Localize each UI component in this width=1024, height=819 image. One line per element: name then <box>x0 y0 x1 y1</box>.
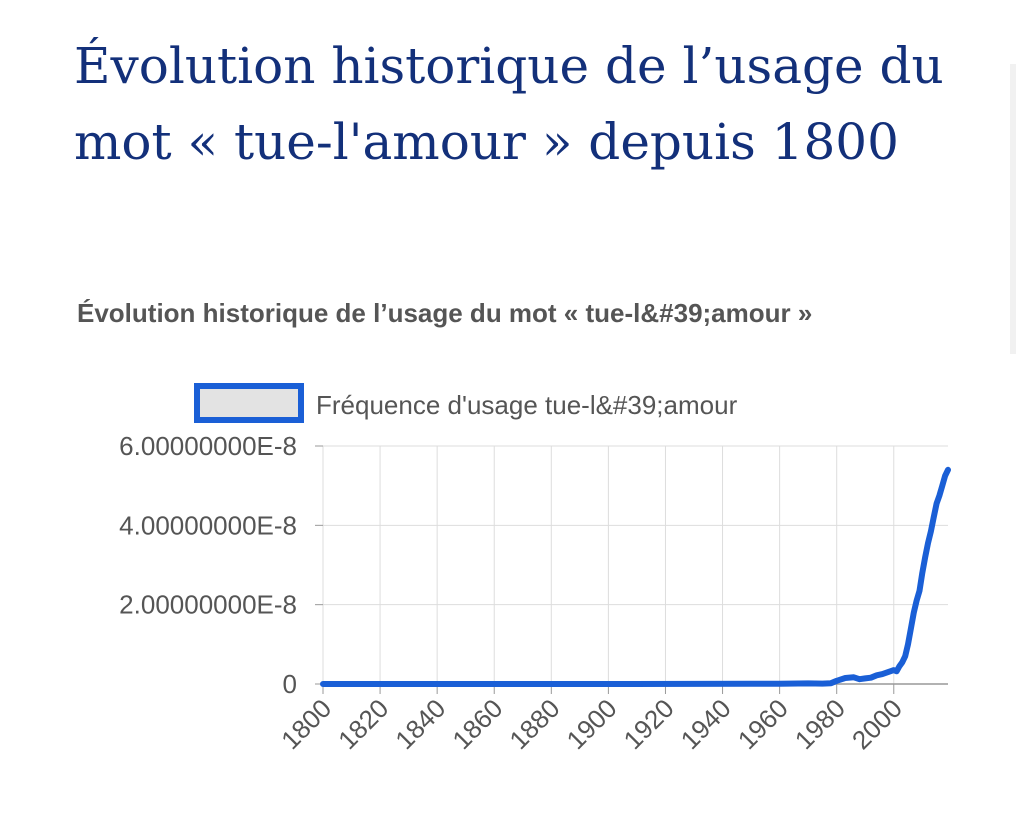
y-tick-label: 4.00000000E-8 <box>119 510 297 540</box>
x-tick-label: 1840 <box>389 693 451 755</box>
series-lines <box>320 466 951 687</box>
x-tick-label: 1980 <box>789 693 851 755</box>
legend-swatch[interactable] <box>194 383 304 423</box>
x-tick-label: 1800 <box>275 693 337 755</box>
chart-title: Évolution historique de l’usage du mot «… <box>77 298 813 328</box>
grid-lines <box>322 445 948 684</box>
x-tick-label: 1920 <box>618 693 680 755</box>
series-line <box>320 466 951 687</box>
x-tick-label: 1960 <box>732 693 794 755</box>
x-tick-label: 1940 <box>675 693 737 755</box>
axes: 0 2.00000000E-8 4.00000000E-8 6.00000000E-8… <box>119 431 948 755</box>
x-tick-label: 1860 <box>446 693 508 755</box>
x-tick-label: 1900 <box>561 693 623 755</box>
legend-label[interactable]: Fréquence d'usage tue-l&#39;amour <box>316 390 738 420</box>
y-tick-label: 6.00000000E-8 <box>119 431 297 461</box>
y-tick-label: 0 <box>283 669 297 699</box>
x-tick-label: 1820 <box>332 693 394 755</box>
page-title: Évolution historique de l’usage du mot «… <box>74 37 944 171</box>
y-tick-label: 2.00000000E-8 <box>119 590 297 620</box>
x-tick-label: 2000 <box>846 693 908 755</box>
x-tick-label: 1880 <box>503 693 565 755</box>
scrollbar-track[interactable] <box>1010 64 1016 354</box>
legend[interactable]: Fréquence d'usage tue-l&#39;amour <box>194 383 738 423</box>
